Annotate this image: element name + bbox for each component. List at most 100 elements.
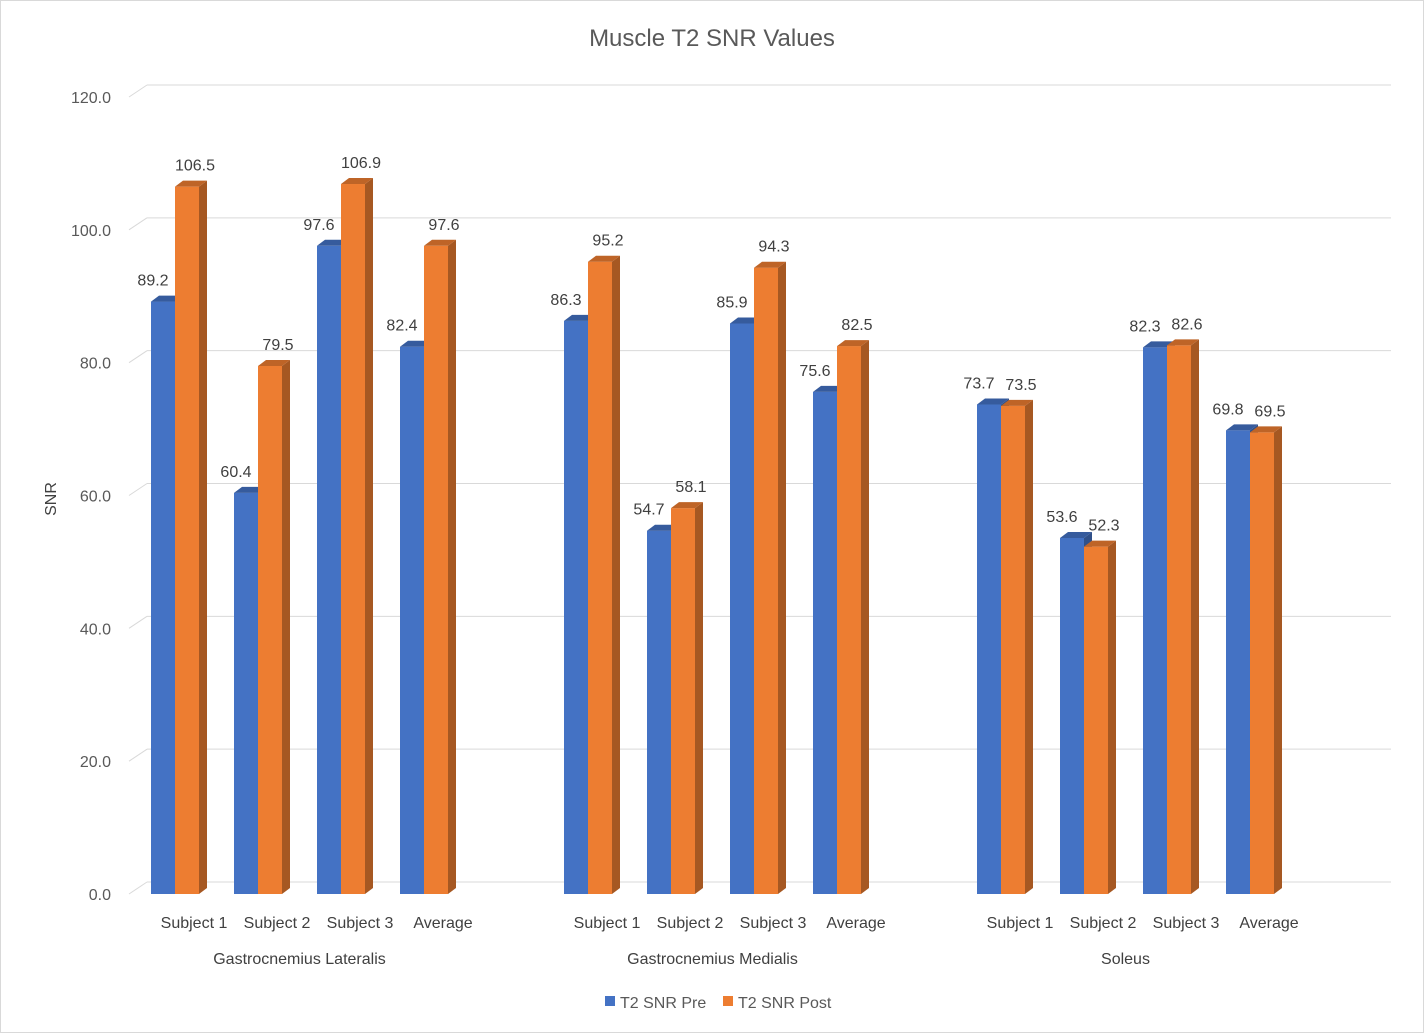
group-labels: Gastrocnemius Lateralis Gastrocnemius Med… (213, 951, 1150, 968)
category-labels: Subject 1 Subject 2 Subject 3 Average Subjec… (161, 915, 1299, 932)
data-label: 58.1 (675, 479, 706, 496)
y-tick-label: 40.0 (80, 621, 111, 638)
bar-front (234, 492, 258, 894)
data-label: 69.8 (1212, 401, 1243, 418)
bar-side (448, 239, 456, 895)
data-label: 97.6 (303, 217, 334, 234)
bar-side (861, 340, 869, 894)
data-label: 54.7 (633, 502, 664, 519)
bar-front (1250, 432, 1274, 894)
bar (258, 359, 290, 894)
gridline-diagonal (128, 84, 148, 98)
data-label: 60.4 (220, 464, 251, 481)
category-label: Subject 3 (740, 915, 807, 932)
group-label: Soleus (1101, 951, 1150, 968)
chart-title: Muscle T2 SNR Values (589, 25, 835, 52)
legend-swatch (723, 996, 733, 1006)
bar-front (258, 365, 282, 894)
group-label: Gastrocnemius Medialis (627, 951, 798, 968)
data-label: 97.6 (428, 217, 459, 234)
bar-side (778, 261, 786, 895)
bar (1084, 540, 1116, 894)
bar-front (671, 508, 695, 894)
group-label: Gastrocnemius Lateralis (213, 951, 386, 968)
bar-front (1226, 430, 1250, 894)
bar-front (175, 186, 199, 895)
category-label: Subject 1 (987, 915, 1054, 932)
bar-front (837, 346, 861, 894)
data-label: 52.3 (1088, 518, 1119, 535)
data-labels: 89.2 106.5 60.4 79.5 97.6 106.9 82.4 97.6 86.3 95… (137, 155, 1285, 535)
bar-top (1226, 424, 1258, 431)
legend-label: T2 SNR Post (738, 995, 832, 1012)
bar (671, 502, 703, 894)
data-label: 82.5 (841, 317, 872, 334)
bar-side (282, 359, 290, 894)
bar-top (258, 359, 290, 366)
bar-front (977, 404, 1001, 894)
y-tick-label: 0.0 (89, 887, 111, 904)
data-label: 82.6 (1171, 316, 1202, 333)
gridline-diagonal (128, 483, 148, 496)
data-label: 73.5 (1005, 377, 1036, 394)
category-label: Subject 2 (244, 915, 311, 932)
bars (151, 178, 1282, 895)
bar-front (424, 245, 448, 895)
bar-top (671, 502, 703, 509)
bar-side (1191, 339, 1199, 895)
category-label: Subject 3 (327, 915, 394, 932)
bar-top (837, 340, 869, 347)
bar-top (754, 261, 786, 268)
data-label: 89.2 (137, 273, 168, 290)
bar-front (754, 267, 778, 895)
bar (754, 261, 786, 895)
data-label: 106.9 (341, 155, 381, 172)
gridline-diagonal (128, 217, 148, 231)
category-label: Average (413, 915, 472, 932)
category-label: Subject 1 (161, 915, 228, 932)
bar-top (341, 178, 373, 185)
bar-front (341, 184, 365, 894)
bar-side (1274, 426, 1282, 894)
legend: T2 SNR Pre T2 SNR Post (605, 995, 832, 1012)
data-label: 79.5 (262, 337, 293, 354)
category-label: Average (1239, 915, 1298, 932)
bar (588, 255, 620, 895)
bar (1250, 426, 1282, 894)
bar-top (1084, 540, 1116, 547)
data-label: 106.5 (175, 158, 215, 175)
bar (1001, 399, 1033, 894)
bar-front (1084, 546, 1108, 894)
y-axis-title: SNR (43, 482, 60, 516)
data-label: 75.6 (799, 363, 830, 380)
bar-front (151, 301, 175, 894)
bar-front (588, 261, 612, 894)
legend-item: T2 SNR Post (723, 995, 832, 1012)
bar (175, 180, 207, 895)
bar-side (1025, 399, 1033, 894)
legend-label: T2 SNR Pre (620, 995, 706, 1012)
bar-top (1060, 532, 1092, 539)
bar-top (1001, 399, 1033, 406)
bar-front (564, 320, 588, 894)
bar-side (612, 255, 620, 895)
category-label: Subject 3 (1153, 915, 1220, 932)
y-tick-label: 20.0 (80, 754, 111, 771)
category-label: Subject 2 (657, 915, 724, 932)
bar (837, 340, 869, 894)
y-tick-labels: 0.0 20.0 40.0 60.0 80.0 100.0 120.0 (71, 90, 111, 904)
bar-top (1167, 339, 1199, 346)
bar-front (1001, 405, 1025, 894)
data-label: 85.9 (716, 294, 747, 311)
gridline-diagonal (128, 748, 148, 762)
data-label: 94.3 (758, 239, 789, 256)
bar-front (1143, 347, 1167, 894)
category-label: Subject 1 (574, 915, 641, 932)
gridline-diagonal (128, 615, 148, 629)
data-label: 86.3 (550, 292, 581, 309)
bar-front (1060, 538, 1084, 894)
bar-front (813, 391, 837, 894)
y-tick-label: 120.0 (71, 90, 111, 107)
